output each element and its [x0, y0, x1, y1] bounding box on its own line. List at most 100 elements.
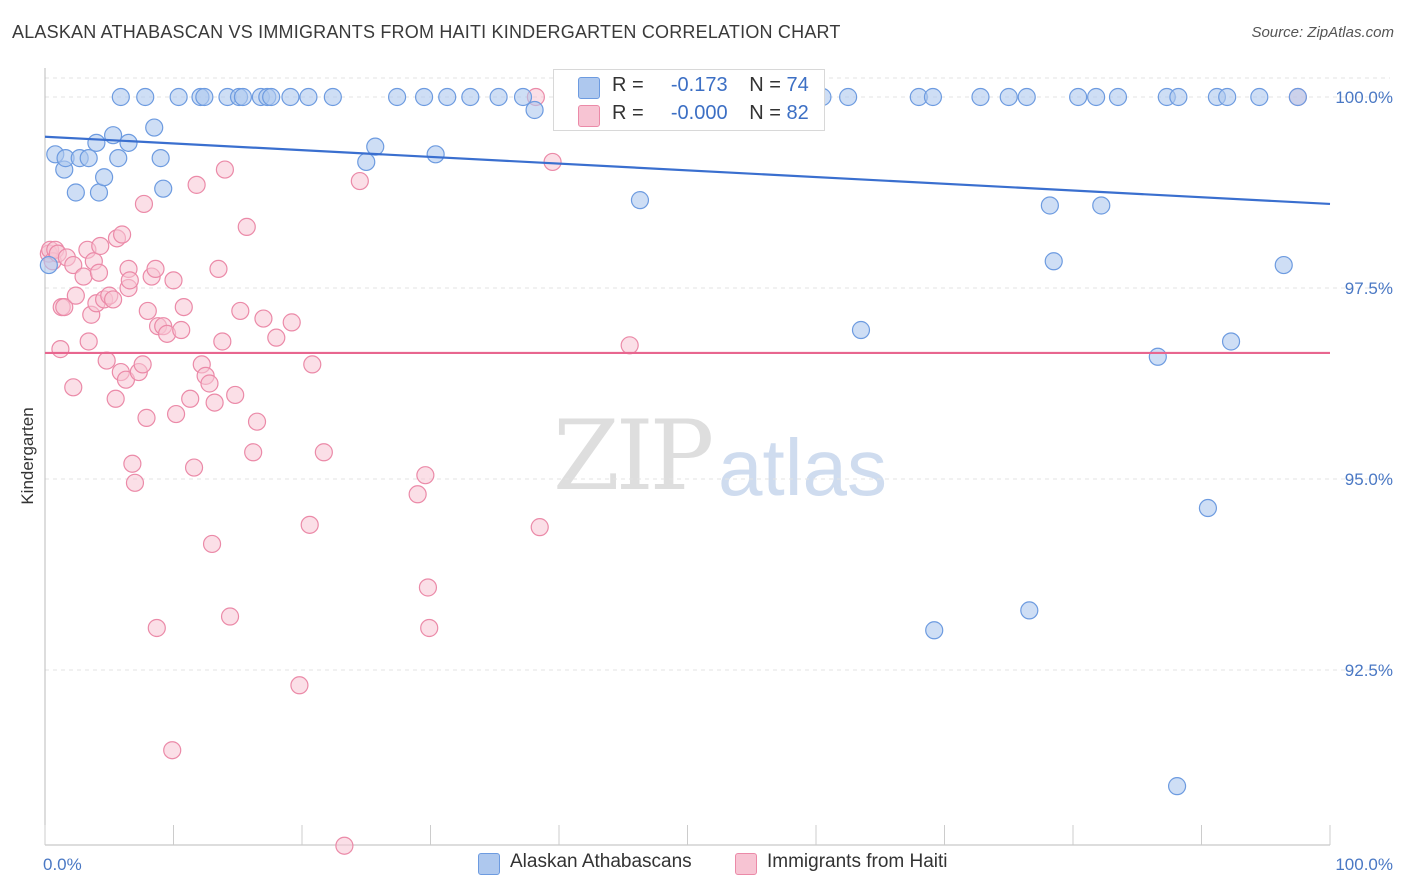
y-tick-label: 100.0% [1335, 88, 1393, 107]
legend-n-label: N = [749, 102, 787, 124]
haiti-point [213, 332, 232, 351]
athabascan-point [111, 87, 130, 107]
legend-n-value: 82 [786, 102, 809, 124]
haiti-point [163, 741, 182, 760]
haiti-point [89, 263, 109, 282]
source-label: Source: ZipAtlas.com [1251, 24, 1394, 41]
y-tick-label: 95.0% [1345, 470, 1393, 489]
athabascan-point [925, 621, 944, 640]
athabascan-point [1040, 196, 1059, 215]
haiti-point [166, 404, 186, 424]
athabascan-point [66, 183, 85, 202]
haiti-point [137, 408, 156, 427]
athabascan-point [262, 87, 281, 107]
haiti-point [335, 836, 354, 855]
haiti-point [79, 332, 98, 351]
athabascan-point [1274, 255, 1293, 275]
haiti-point [174, 298, 193, 317]
athabascan-point [414, 87, 434, 107]
chart-title: ALASKAN ATHABASCAN VS IMMIGRANTS FROM HA… [12, 22, 841, 42]
haiti-point [282, 313, 301, 332]
axes [44, 68, 1331, 846]
haiti-point [66, 286, 85, 305]
haiti-point [187, 175, 206, 194]
athabascan-point [1069, 87, 1088, 107]
haiti-point [267, 328, 286, 347]
haiti-point [138, 301, 157, 321]
haiti-point [205, 393, 224, 412]
athabascan-point [1108, 87, 1128, 107]
athabascan-point [299, 87, 318, 107]
athabascan-point [1169, 87, 1188, 107]
bottom-legend-swatch-blue [478, 853, 500, 875]
correlation-legend: R = -0.173 N = 74 R = -0.000 N = 82 [553, 69, 825, 131]
haiti-point [112, 225, 132, 244]
athabascan-point [1250, 87, 1269, 107]
athabascan-point [851, 320, 871, 340]
haiti-point [172, 320, 191, 340]
haiti-point [184, 458, 204, 477]
haiti-point [420, 618, 439, 638]
haiti-point [220, 607, 240, 626]
haiti-point [314, 443, 333, 462]
athabascan-point [461, 87, 480, 107]
haiti-point [247, 412, 267, 431]
legend-n-value: 74 [786, 74, 809, 96]
watermark-atlas: atlas [718, 423, 887, 512]
athabascan-point [1017, 87, 1036, 107]
athabascan-point [923, 87, 943, 107]
haiti-point [134, 194, 154, 214]
athabascan-point [971, 87, 990, 107]
athabascan-point [525, 100, 544, 120]
athabascan-point [169, 87, 188, 107]
athabascan-point [839, 87, 858, 107]
haiti-point [226, 385, 245, 405]
athabascan-point [1020, 601, 1039, 620]
athabascan-point [39, 255, 58, 275]
athabascan-point [513, 87, 533, 107]
haiti-point [146, 259, 165, 278]
haiti-point [51, 340, 70, 359]
series-haiti-points [39, 87, 1307, 855]
athabascan-point [387, 87, 407, 107]
athabascan-point [109, 149, 128, 168]
haiti-point [215, 160, 234, 179]
legend-r-label: R = [612, 102, 650, 124]
athabascan-point [233, 87, 252, 107]
haiti-point [104, 290, 123, 309]
x-tick-label-max: 100.0% [1335, 855, 1393, 874]
haiti-point [290, 676, 309, 695]
athabascan-point [1218, 87, 1237, 107]
watermark-zip: ZIP [553, 400, 714, 512]
haiti-point [125, 473, 145, 492]
athabascan-trend-line [44, 135, 1331, 206]
axis-labels: 92.5% 95.0% 97.5% 100.0% 0.0% 100.0% Kindergar… [18, 88, 1393, 874]
haiti-point [55, 298, 74, 317]
haiti-point [91, 236, 110, 256]
bottom-legend-label: Immigrants from Haiti [767, 851, 948, 872]
athabascan-point [89, 183, 109, 202]
haiti-point [209, 259, 228, 278]
haiti-point [147, 618, 166, 638]
athabascan-point [1148, 347, 1167, 366]
athabascan-point [136, 87, 155, 107]
athabascan-point [95, 168, 114, 187]
series-athabascan-points [39, 87, 1307, 796]
haiti-point [120, 271, 139, 290]
athabascan-point [489, 87, 508, 107]
y-tick-label: 97.5% [1345, 279, 1393, 298]
haiti-point [237, 217, 256, 236]
athabascan-point [195, 87, 214, 107]
haiti-point [418, 578, 438, 597]
haiti-point [133, 355, 152, 374]
legend-row-athabascan: R = -0.173 N = 74 [578, 74, 809, 100]
haiti-point [231, 301, 250, 321]
athabascan-point [1092, 196, 1111, 215]
legend-r-value: -0.173 [670, 74, 728, 96]
haiti-point [106, 389, 125, 408]
haiti-point [416, 466, 435, 485]
haiti-point [64, 378, 83, 397]
grid-lines [45, 77, 1390, 671]
haiti-point [181, 389, 200, 408]
